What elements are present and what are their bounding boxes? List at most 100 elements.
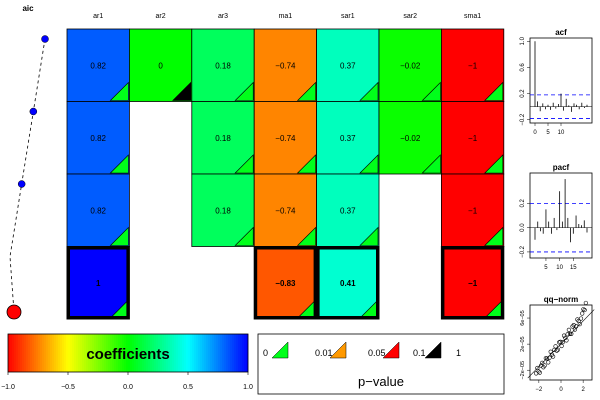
pvalue-legend-swatch: [329, 341, 347, 359]
qq-point: [569, 331, 574, 336]
colorbar-tick-label: 0.5: [183, 384, 193, 391]
x-tick-label: 5: [546, 130, 550, 136]
pvalue-triangle-ar1: [109, 226, 129, 246]
colorbar-segment: [144, 334, 147, 372]
colorbar-segment: [160, 334, 163, 372]
colorbar-segment: [146, 334, 149, 372]
cell-ma1: [253, 173, 317, 247]
panel-title: pacf: [553, 163, 570, 172]
colorbar-segment: [12, 334, 15, 372]
cell-sar1: [316, 173, 380, 247]
colorbar-segment: [220, 334, 223, 372]
colorbar-segment: [48, 334, 51, 372]
pvalue-triangle-ar1: [109, 154, 129, 174]
colorbar-segment: [196, 334, 199, 372]
colorbar-segment: [88, 334, 91, 372]
colorbar-tick-label: 0.0: [123, 384, 133, 391]
colorbar-segment: [108, 334, 111, 372]
y-tick-label: 0.6: [520, 63, 526, 72]
colorbar-segment: [152, 334, 155, 372]
cell-sma1: [440, 173, 505, 247]
colorbar-segment: [208, 334, 211, 372]
column-header-sar2: sar2: [403, 13, 417, 20]
qq-point: [578, 316, 584, 321]
aic-best-point: [6, 304, 22, 320]
colorbar-segment: [16, 334, 19, 372]
cell-value-sar1: 0.37: [340, 61, 356, 70]
colorbar-segment: [96, 334, 99, 372]
colorbar-segment: [234, 334, 237, 372]
y-tick-label: 0.2: [520, 89, 526, 98]
colorbar: coefficients −1.0 −0.5 0.0 0.5 1.0: [1, 333, 253, 391]
colorbar-segment: [52, 334, 55, 372]
colorbar-segment: [174, 334, 177, 372]
colorbar-segment: [198, 334, 201, 372]
pvalue-legend-frame: [257, 333, 505, 395]
colorbar-segment: [230, 334, 233, 372]
cell-value-sar1: 0.41: [340, 279, 356, 288]
cell-value-ar3: 0.18: [215, 134, 231, 143]
qq-point: [540, 360, 545, 365]
aic-panel: [6, 35, 49, 320]
colorbar-segment: [98, 334, 101, 372]
colorbar-segment: [246, 334, 249, 372]
x-tick-label: −2: [535, 387, 543, 393]
colorbar-segment: [40, 334, 43, 372]
cell-value-sma1: −1: [468, 206, 478, 215]
best-model-border: [67, 246, 130, 319]
colorbar-segment: [120, 334, 123, 372]
x-tick-label: 15: [570, 265, 577, 271]
colorbar-segment: [148, 334, 151, 372]
colorbar-segment: [204, 334, 207, 372]
qq-point: [581, 307, 586, 312]
colorbar-segment: [236, 334, 239, 372]
x-tick-label: 0: [559, 387, 563, 393]
colorbar-segment: [122, 334, 125, 372]
pvalue-break-label: 0: [263, 348, 268, 358]
qq-point: [558, 339, 563, 344]
aic-point: [17, 180, 26, 188]
colorbar-segment: [244, 334, 247, 372]
colorbar-segment: [116, 334, 119, 372]
colorbar-segment: [14, 334, 17, 372]
pvalue-legend-swatch: [271, 341, 289, 359]
colorbar-segment: [170, 334, 173, 372]
panel-title: qq−norm: [544, 295, 578, 304]
cell-value-ar2: 0: [158, 61, 163, 70]
colorbar-segment: [130, 334, 133, 372]
colorbar-segment: [210, 334, 213, 372]
column-header-ma1: ma1: [279, 13, 293, 20]
acf-panel: acf 1.0 0.6 0.2 −0.2 0 5 10: [520, 28, 593, 136]
cell-value-ma1: −0.74: [275, 134, 296, 143]
colorbar-segment: [128, 334, 131, 372]
colorbar-segment: [142, 334, 145, 372]
colorbar-segment: [54, 334, 57, 372]
colorbar-segment: [64, 334, 67, 372]
column-header-sar1: sar1: [341, 13, 355, 20]
colorbar-segment: [106, 334, 109, 372]
colorbar-segment: [214, 334, 217, 372]
panel-frame: [529, 37, 593, 124]
cell-value-sar2: −0.02: [400, 134, 421, 143]
colorbar-tick-label: 1.0: [243, 384, 253, 391]
cell-sar1: [316, 246, 380, 320]
aic-line: [9, 38, 46, 313]
colorbar-segment: [226, 334, 229, 372]
colorbar-segment: [28, 334, 31, 372]
pvalue-triangle-ar1: [109, 81, 129, 101]
colorbar-tick-label: −1.0: [1, 384, 15, 391]
colorbar-segment: [90, 334, 93, 372]
colorbar-segment: [240, 334, 243, 372]
qq-point: [582, 307, 587, 313]
qq-point: [554, 348, 559, 353]
colorbar-segment: [36, 334, 39, 372]
cell-value-ar3: 0.18: [215, 61, 231, 70]
colorbar-segment: [72, 334, 75, 372]
y-tick-label: 1.0: [520, 36, 526, 45]
qq-point: [551, 354, 556, 359]
colorbar-segment: [62, 334, 65, 372]
colorbar-segment: [70, 334, 73, 372]
column-header-ar2: ar2: [156, 13, 166, 20]
colorbar-segment: [164, 334, 167, 372]
